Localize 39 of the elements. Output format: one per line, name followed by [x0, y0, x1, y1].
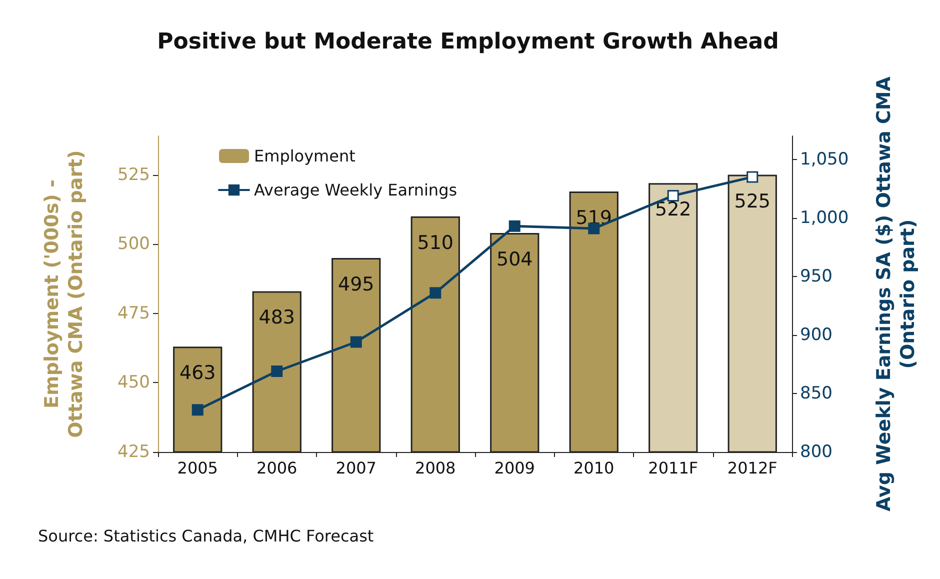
data-label: 504 — [496, 248, 533, 271]
y2-tick-label: 800 — [800, 442, 832, 462]
x-tick-label: 2009 — [494, 458, 535, 478]
x-tick-label: 2011F — [648, 458, 698, 478]
data-label: 495 — [338, 273, 374, 296]
y2-tick-label: 1,000 — [800, 208, 849, 228]
x-tick-label: 2008 — [415, 458, 456, 478]
data-label: 525 — [734, 190, 771, 212]
point — [746, 171, 758, 183]
data-label: 522 — [654, 198, 692, 221]
y2-tick-label: 950 — [800, 266, 832, 286]
y2-tick-label: 1,050 — [800, 149, 849, 170]
x-tick-label: 2010 — [574, 458, 614, 478]
legend-label: Employment — [254, 146, 356, 166]
data-label: 463 — [179, 362, 216, 384]
point — [350, 336, 362, 348]
y-tick-label: 525 — [118, 164, 150, 185]
x-tick-label: 2005 — [177, 458, 218, 478]
y2-axis-title: Avg Weekly Earnings SA ($) Ottawa CMA (Ontario part) — [873, 76, 919, 512]
source-note: Source: Statistics Canada, CMHC Forecast — [38, 526, 374, 546]
point — [508, 220, 520, 232]
x-tick-label: 2012F — [727, 458, 778, 478]
y-tick-label: 475 — [118, 303, 150, 324]
point — [192, 404, 204, 416]
legend-label: Average Weekly Earnings — [254, 180, 458, 200]
chart-title: Positive but Moderate Employment Growth Ahead — [157, 30, 779, 54]
point — [430, 287, 442, 299]
y-tick-label: 500 — [118, 234, 150, 254]
y2-tick-label: 850 — [800, 383, 832, 404]
y2-tick-label: 900 — [800, 324, 832, 345]
y-axis-title: Employment ('000s) - Ottawa CMA (Ontario part) — [41, 150, 87, 438]
point — [667, 190, 679, 202]
point — [271, 365, 283, 377]
y-tick-label: 450 — [118, 372, 150, 393]
x-tick-label: 2007 — [336, 458, 376, 478]
x-tick-label: 2006 — [256, 458, 298, 478]
data-label: 510 — [417, 232, 454, 254]
y-tick-label: 425 — [118, 442, 150, 462]
data-label: 483 — [258, 306, 296, 329]
